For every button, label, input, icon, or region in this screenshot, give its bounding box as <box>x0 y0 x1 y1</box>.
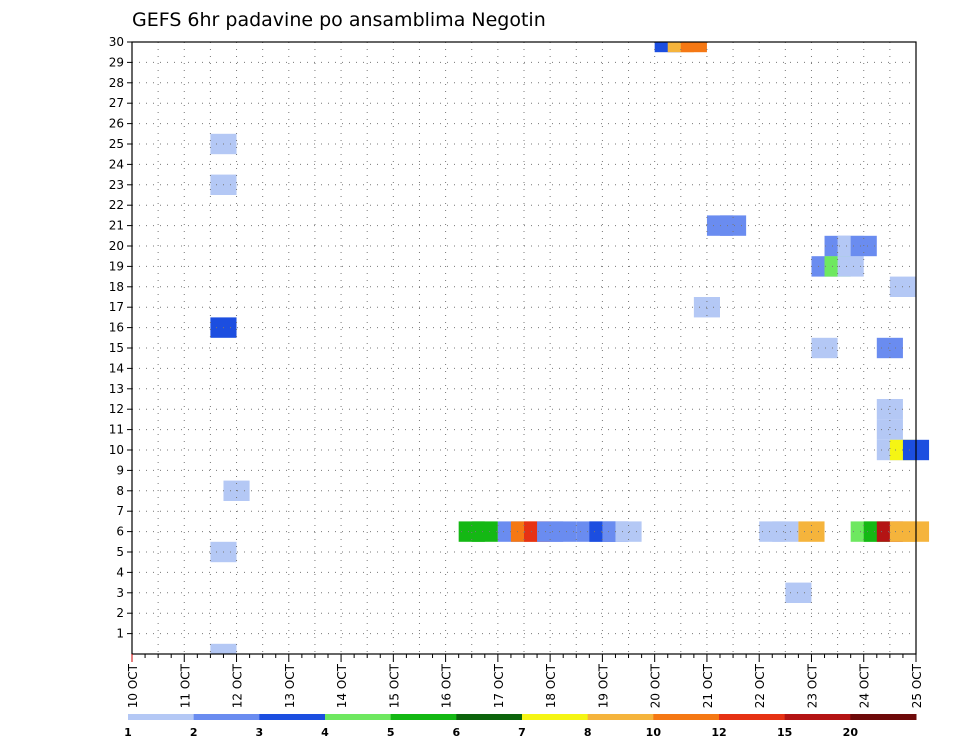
y-tick-label: 20 <box>109 239 124 253</box>
x-tick-label: 14 OCT <box>335 663 349 708</box>
y-tick-label: 30 <box>109 35 124 49</box>
y-tick-label: 11 <box>109 423 124 437</box>
y-tick-label: 13 <box>109 382 124 396</box>
legend-label: 3 <box>256 726 264 739</box>
x-tick-label: 10 OCT <box>126 663 140 708</box>
y-tick-label: 27 <box>109 96 124 110</box>
x-tick-label: 19 OCT <box>596 663 610 708</box>
y-tick-label: 24 <box>109 157 124 171</box>
heatmap-cell <box>876 399 903 420</box>
legend-swatch <box>653 714 720 720</box>
heatmap-cells <box>210 42 930 654</box>
y-tick-label: 21 <box>109 219 124 233</box>
x-tick-label: 11 OCT <box>178 663 192 708</box>
legend-swatch <box>719 714 786 720</box>
heatmap-cell <box>772 521 799 542</box>
x-tick-label: 15 OCT <box>387 663 401 708</box>
y-tick-label: 1 <box>116 627 124 641</box>
y-tick-label: 17 <box>109 300 124 314</box>
legend-swatch <box>587 714 654 720</box>
y-tick-label: 5 <box>116 545 124 559</box>
y-tick-label: 8 <box>116 484 124 498</box>
y-tick-label: 28 <box>109 76 124 90</box>
y-tick-label: 29 <box>109 55 124 69</box>
heatmap-cell <box>785 582 812 603</box>
legend-label: 12 <box>711 726 726 739</box>
y-tick-label: 12 <box>109 402 124 416</box>
legend-swatch <box>193 714 260 720</box>
heatmap-cell <box>615 521 642 542</box>
x-tick-label: 23 OCT <box>805 663 819 708</box>
legend-swatch <box>456 714 523 720</box>
y-tick-label: 22 <box>109 198 124 212</box>
legend-label: 7 <box>518 726 526 739</box>
heatmap-cell <box>550 521 577 542</box>
legend-label: 4 <box>321 726 329 739</box>
y-tick-label: 15 <box>109 341 124 355</box>
y-axis: 1234567891011121314151617181920212223242… <box>109 35 132 641</box>
x-tick-label: 25 OCT <box>910 663 924 708</box>
y-tick-label: 14 <box>109 361 124 375</box>
y-tick-label: 4 <box>116 565 124 579</box>
legend-swatch <box>259 714 326 720</box>
y-tick-label: 16 <box>109 321 124 335</box>
y-tick-label: 9 <box>116 463 124 477</box>
legend-label: 6 <box>453 726 461 739</box>
y-tick-label: 2 <box>116 606 124 620</box>
legend-label: 2 <box>190 726 198 739</box>
legend-label: 1 <box>124 726 132 739</box>
legend-swatch <box>784 714 851 720</box>
y-tick-label: 18 <box>109 280 124 294</box>
x-tick-label: 12 OCT <box>231 663 245 708</box>
y-tick-label: 6 <box>116 525 124 539</box>
legend-swatch <box>390 714 457 720</box>
y-tick-label: 23 <box>109 178 124 192</box>
y-tick-label: 26 <box>109 117 124 131</box>
legend-label: 8 <box>584 726 592 739</box>
heatmap-cell <box>210 643 237 654</box>
heatmap-cell <box>811 337 838 359</box>
heatmap-cell <box>837 256 864 277</box>
x-tick-label: 21 OCT <box>701 663 715 708</box>
y-tick-label: 19 <box>109 259 124 273</box>
legend-label: 5 <box>387 726 395 739</box>
legend-swatch <box>850 714 917 720</box>
legend-label: 20 <box>843 726 859 739</box>
x-tick-label: 16 OCT <box>440 663 454 708</box>
legend-label: 15 <box>777 726 792 739</box>
x-tick-label: 20 OCT <box>649 663 663 708</box>
y-tick-label: 10 <box>109 443 124 457</box>
chart-title: GEFS 6hr padavine po ansamblima Negotin <box>132 9 546 31</box>
x-tick-label: 24 OCT <box>858 663 872 708</box>
y-tick-label: 25 <box>109 137 124 151</box>
heatmap-cell <box>680 42 707 53</box>
legend-swatch <box>522 714 589 720</box>
heatmap-cell <box>720 215 747 236</box>
heatmap-cell <box>876 419 903 440</box>
color-legend: 1 2 3 4 5 6 7 8 10 12 15 20 <box>124 714 917 739</box>
x-tick-label: 17 OCT <box>492 663 506 708</box>
legend-swatch <box>325 714 392 720</box>
x-tick-label: 18 OCT <box>544 663 558 708</box>
x-tick-label: 13 OCT <box>283 663 297 708</box>
grid-lines <box>132 41 916 654</box>
y-tick-label: 7 <box>116 504 124 518</box>
x-tick-label: 22 OCT <box>753 663 767 708</box>
legend-swatch <box>128 714 195 720</box>
legend-label: 10 <box>646 726 662 739</box>
y-tick-label: 3 <box>116 586 124 600</box>
heatmap-cell <box>876 337 903 359</box>
x-axis: 10 OCT 11 OCT 12 OCT 13 OCT 14 OCT 15 OCT 16 O… <box>126 654 924 708</box>
heatmap-cell <box>471 521 498 542</box>
